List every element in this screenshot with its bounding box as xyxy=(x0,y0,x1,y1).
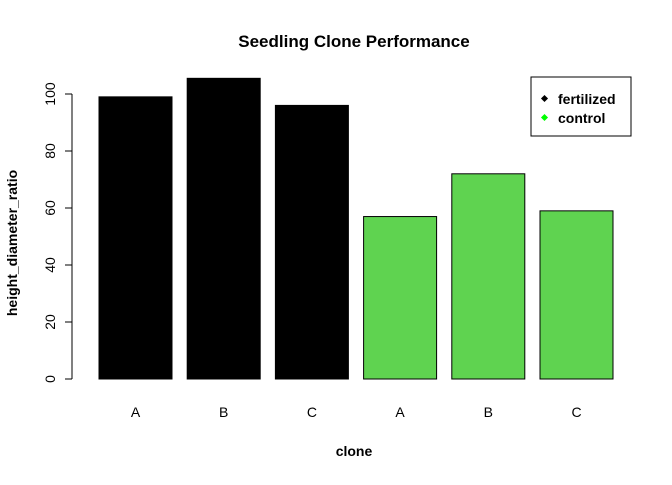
x-tick-label: C xyxy=(571,404,581,420)
legend-marker xyxy=(540,113,549,122)
legend-label: control xyxy=(558,110,605,126)
y-axis-label: height_diameter_ratio xyxy=(4,170,20,316)
legend-label: fertilized xyxy=(558,91,616,107)
x-axis-label: clone xyxy=(336,443,373,459)
bar-fertilized-b xyxy=(186,77,261,380)
x-tick-label: B xyxy=(484,404,493,420)
bar-fertilized-c xyxy=(274,104,349,380)
legend-box xyxy=(530,76,632,137)
bar-control-c xyxy=(539,210,614,380)
y-tick-label: 40 xyxy=(42,257,58,273)
y-tick-label: 0 xyxy=(42,375,58,383)
bar-control-b xyxy=(451,173,526,380)
bars xyxy=(98,77,614,380)
y-tick-label: 60 xyxy=(42,200,58,216)
x-tick-label: B xyxy=(219,404,228,420)
y-axis: 0 20 40 60 80 100 xyxy=(42,82,73,383)
bar-control-a xyxy=(363,216,438,380)
legend: fertilized control xyxy=(530,76,632,137)
y-tick-label: 20 xyxy=(42,314,58,330)
legend-marker xyxy=(540,94,549,103)
y-tick-label: 100 xyxy=(42,82,58,106)
x-tick-label: A xyxy=(395,404,405,420)
bar-fertilized-a xyxy=(98,96,173,380)
y-tick-label: 80 xyxy=(42,143,58,159)
chart-title: Seedling Clone Performance xyxy=(238,32,469,51)
x-tick-label: C xyxy=(307,404,317,420)
x-tick-label: A xyxy=(131,404,141,420)
